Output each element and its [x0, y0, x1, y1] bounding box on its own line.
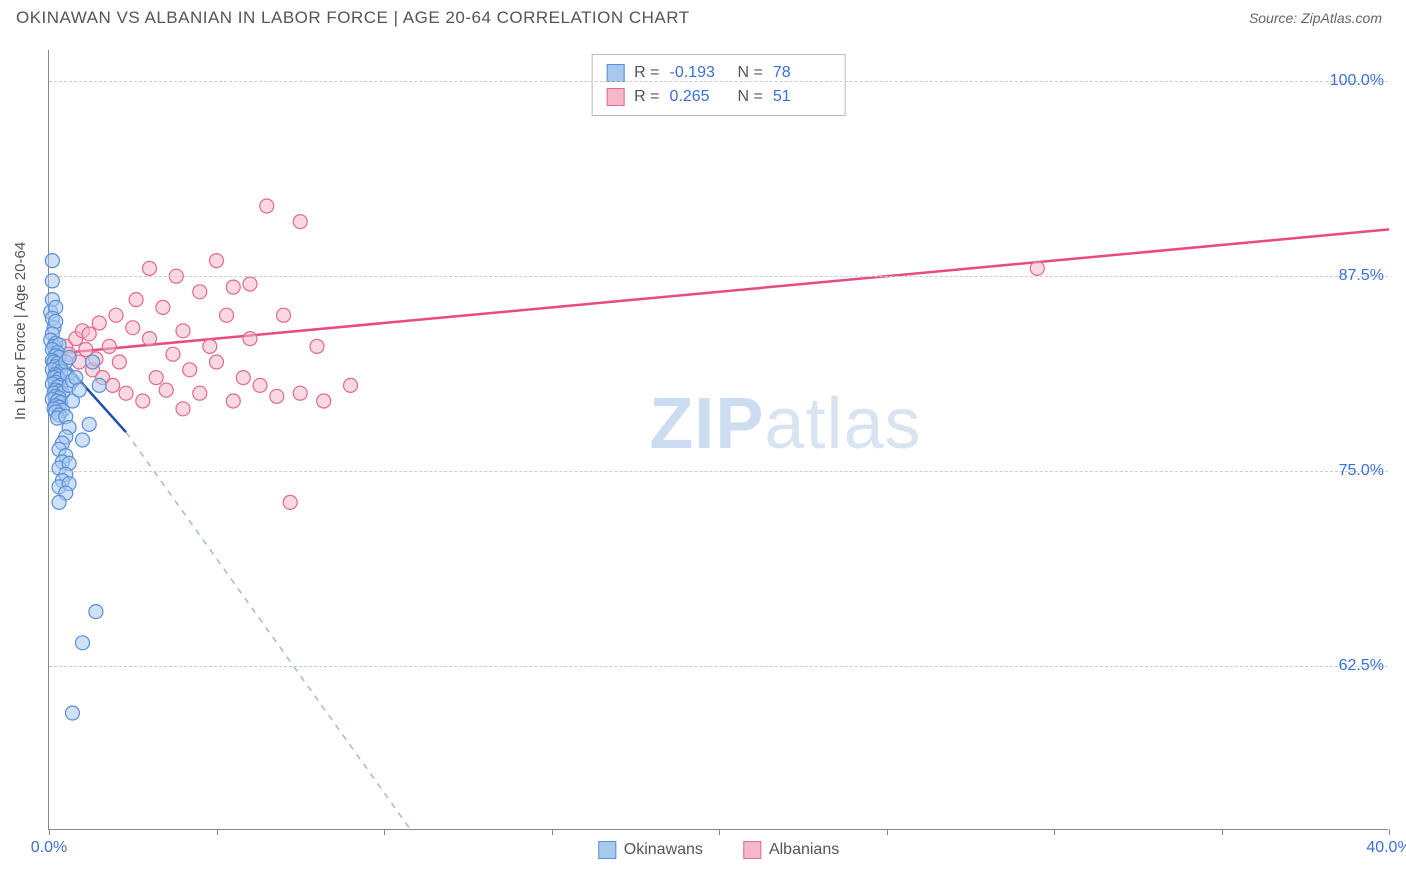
- point-albanians: [203, 339, 217, 353]
- point-albanians: [253, 378, 267, 392]
- x-tick: [49, 829, 50, 835]
- point-albanians: [143, 261, 157, 275]
- swatch-okinawans-icon: [598, 841, 616, 859]
- point-albanians: [1030, 261, 1044, 275]
- x-tick-label: 0.0%: [31, 839, 67, 857]
- point-okinawans: [52, 495, 66, 509]
- point-albanians: [112, 355, 126, 369]
- point-albanians: [193, 285, 207, 299]
- point-okinawans: [45, 254, 59, 268]
- source-attribution: Source: ZipAtlas.com: [1249, 10, 1382, 26]
- point-albanians: [136, 394, 150, 408]
- point-albanians: [210, 254, 224, 268]
- point-albanians: [166, 347, 180, 361]
- point-okinawans: [92, 378, 106, 392]
- point-albanians: [210, 355, 224, 369]
- legend-label-okinawans: Okinawans: [624, 841, 703, 859]
- x-tick: [217, 829, 218, 835]
- legend-item-okinawans: Okinawans: [598, 841, 703, 859]
- point-albanians: [270, 389, 284, 403]
- point-albanians: [226, 394, 240, 408]
- series-legend: Okinawans Albanians: [598, 841, 839, 859]
- point-okinawans: [69, 371, 83, 385]
- x-tick: [384, 829, 385, 835]
- point-albanians: [193, 386, 207, 400]
- x-tick: [719, 829, 720, 835]
- x-tick-label: 40.0%: [1366, 839, 1406, 857]
- x-tick: [887, 829, 888, 835]
- gridline-h: [49, 471, 1388, 472]
- legend-row-albanians: R = 0.265 N = 51: [606, 85, 831, 109]
- point-albanians: [176, 402, 190, 416]
- point-albanians: [109, 308, 123, 322]
- point-okinawans: [65, 706, 79, 720]
- point-albanians: [176, 324, 190, 338]
- point-albanians: [260, 199, 274, 213]
- point-albanians: [183, 363, 197, 377]
- point-albanians: [220, 308, 234, 322]
- legend-label-albanians: Albanians: [769, 841, 839, 859]
- point-albanians: [159, 383, 173, 397]
- point-albanians: [126, 321, 140, 335]
- point-okinawans: [82, 417, 96, 431]
- point-albanians: [149, 371, 163, 385]
- point-albanians: [102, 339, 116, 353]
- x-tick: [1222, 829, 1223, 835]
- point-okinawans: [62, 350, 76, 364]
- point-albanians: [129, 293, 143, 307]
- point-albanians: [283, 495, 297, 509]
- point-okinawans: [76, 433, 90, 447]
- trendline-okinawans-extrapolated: [126, 432, 411, 830]
- swatch-albanians-icon: [743, 841, 761, 859]
- chart-title: OKINAWAN VS ALBANIAN IN LABOR FORCE | AG…: [16, 8, 690, 28]
- point-albanians: [243, 277, 257, 291]
- x-tick: [1389, 829, 1390, 835]
- legend-item-albanians: Albanians: [743, 841, 839, 859]
- y-axis-label: In Labor Force | Age 20-64: [12, 242, 29, 420]
- x-tick: [1054, 829, 1055, 835]
- point-albanians: [310, 339, 324, 353]
- point-albanians: [293, 386, 307, 400]
- scatter-plot-svg: [49, 50, 1388, 829]
- point-albanians: [143, 332, 157, 346]
- point-albanians: [106, 378, 120, 392]
- point-okinawans: [89, 605, 103, 619]
- y-tick-label: 75.0%: [1339, 462, 1392, 480]
- point-albanians: [226, 280, 240, 294]
- point-albanians: [119, 386, 133, 400]
- y-tick-label: 100.0%: [1330, 72, 1392, 90]
- point-okinawans: [49, 314, 63, 328]
- point-albanians: [92, 316, 106, 330]
- point-albanians: [293, 215, 307, 229]
- swatch-okinawans: [606, 64, 624, 82]
- gridline-h: [49, 666, 1388, 667]
- point-okinawans: [72, 383, 86, 397]
- y-tick-label: 87.5%: [1339, 267, 1392, 285]
- point-albanians: [156, 300, 170, 314]
- gridline-h: [49, 276, 1388, 277]
- point-albanians: [317, 394, 331, 408]
- y-tick-label: 62.5%: [1339, 657, 1392, 675]
- point-albanians: [236, 371, 250, 385]
- chart-plot-area: ZIPatlas R = -0.193 N = 78 R = 0.265 N =…: [48, 50, 1388, 830]
- correlation-legend: R = -0.193 N = 78 R = 0.265 N = 51: [591, 54, 846, 116]
- swatch-albanians: [606, 88, 624, 106]
- point-okinawans: [86, 355, 100, 369]
- x-tick: [552, 829, 553, 835]
- point-okinawans: [76, 636, 90, 650]
- point-albanians: [277, 308, 291, 322]
- point-albanians: [243, 332, 257, 346]
- gridline-h: [49, 81, 1388, 82]
- point-albanians: [344, 378, 358, 392]
- point-albanians: [82, 327, 96, 341]
